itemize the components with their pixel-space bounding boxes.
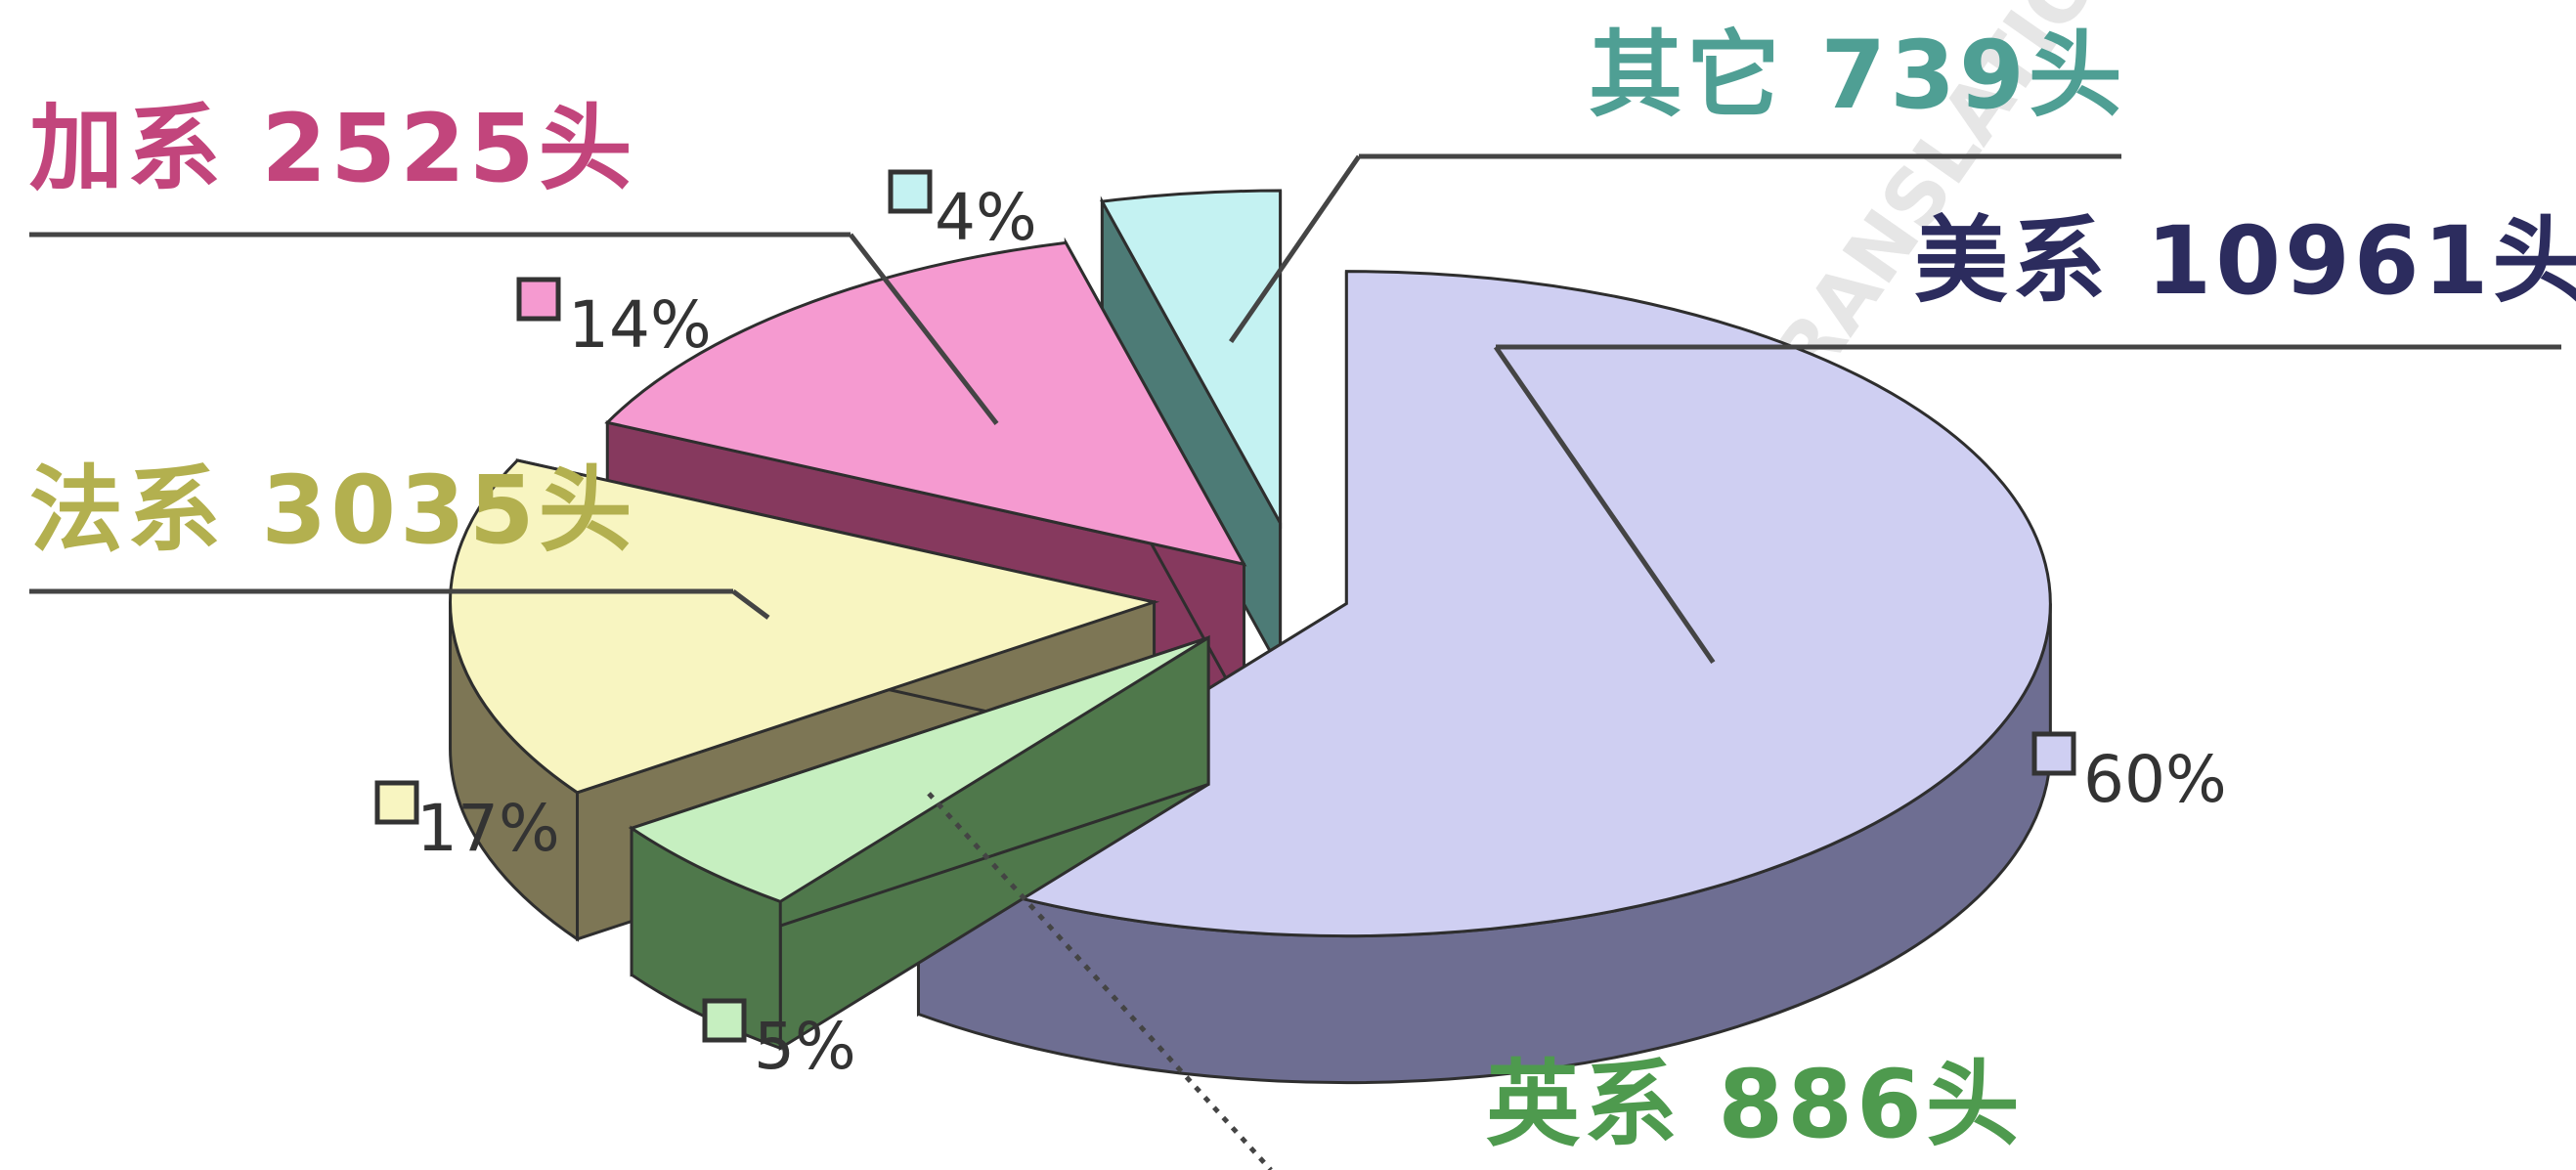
- legend-swatch-fr: [374, 780, 419, 825]
- legend-swatch-ca: [516, 277, 561, 322]
- leader-diag-us: [1493, 345, 1716, 665]
- pie-slices: [449, 189, 2052, 1085]
- leader-lines: [29, 153, 2561, 1170]
- legend-swatch-uk: [702, 998, 747, 1043]
- slice-name-other: 其它 739头: [1589, 21, 2126, 130]
- legend-swatch-us: [2031, 731, 2076, 776]
- slice-percent-fr: 17%: [416, 791, 560, 866]
- slice-name-uk: 英系 886头: [1486, 1050, 2024, 1159]
- leader-dotted-uk: [927, 792, 1273, 1170]
- slice-percent-ca: 14%: [568, 287, 712, 363]
- slice-name-fr: 法系 3035头: [29, 455, 636, 565]
- slice-name-ca: 加系 2525头: [29, 94, 636, 203]
- leader-diag-fr: [731, 588, 770, 620]
- slice-fr-top: [449, 458, 1160, 795]
- slice-ca-top: [604, 240, 1247, 567]
- slice-labels: 美系 10961头 60% 英系 886头 5% 法系 3035头 17% 加系 2525头…: [29, 21, 2576, 1159]
- slice-other-top: [1099, 189, 1283, 529]
- legend-swatch-other: [888, 169, 933, 214]
- leader-diag-other: [1229, 154, 1362, 344]
- slice-percent-us: 60%: [2083, 742, 2227, 817]
- slice-percent-uk: 5%: [754, 1009, 856, 1084]
- leader-diag-ca: [849, 233, 999, 425]
- slice-name-us: 美系 10961头: [1914, 206, 2576, 316]
- slice-percent-other: 4%: [935, 180, 1037, 255]
- slice-uk-top: [628, 636, 1209, 904]
- slice-uk: [628, 634, 1210, 1052]
